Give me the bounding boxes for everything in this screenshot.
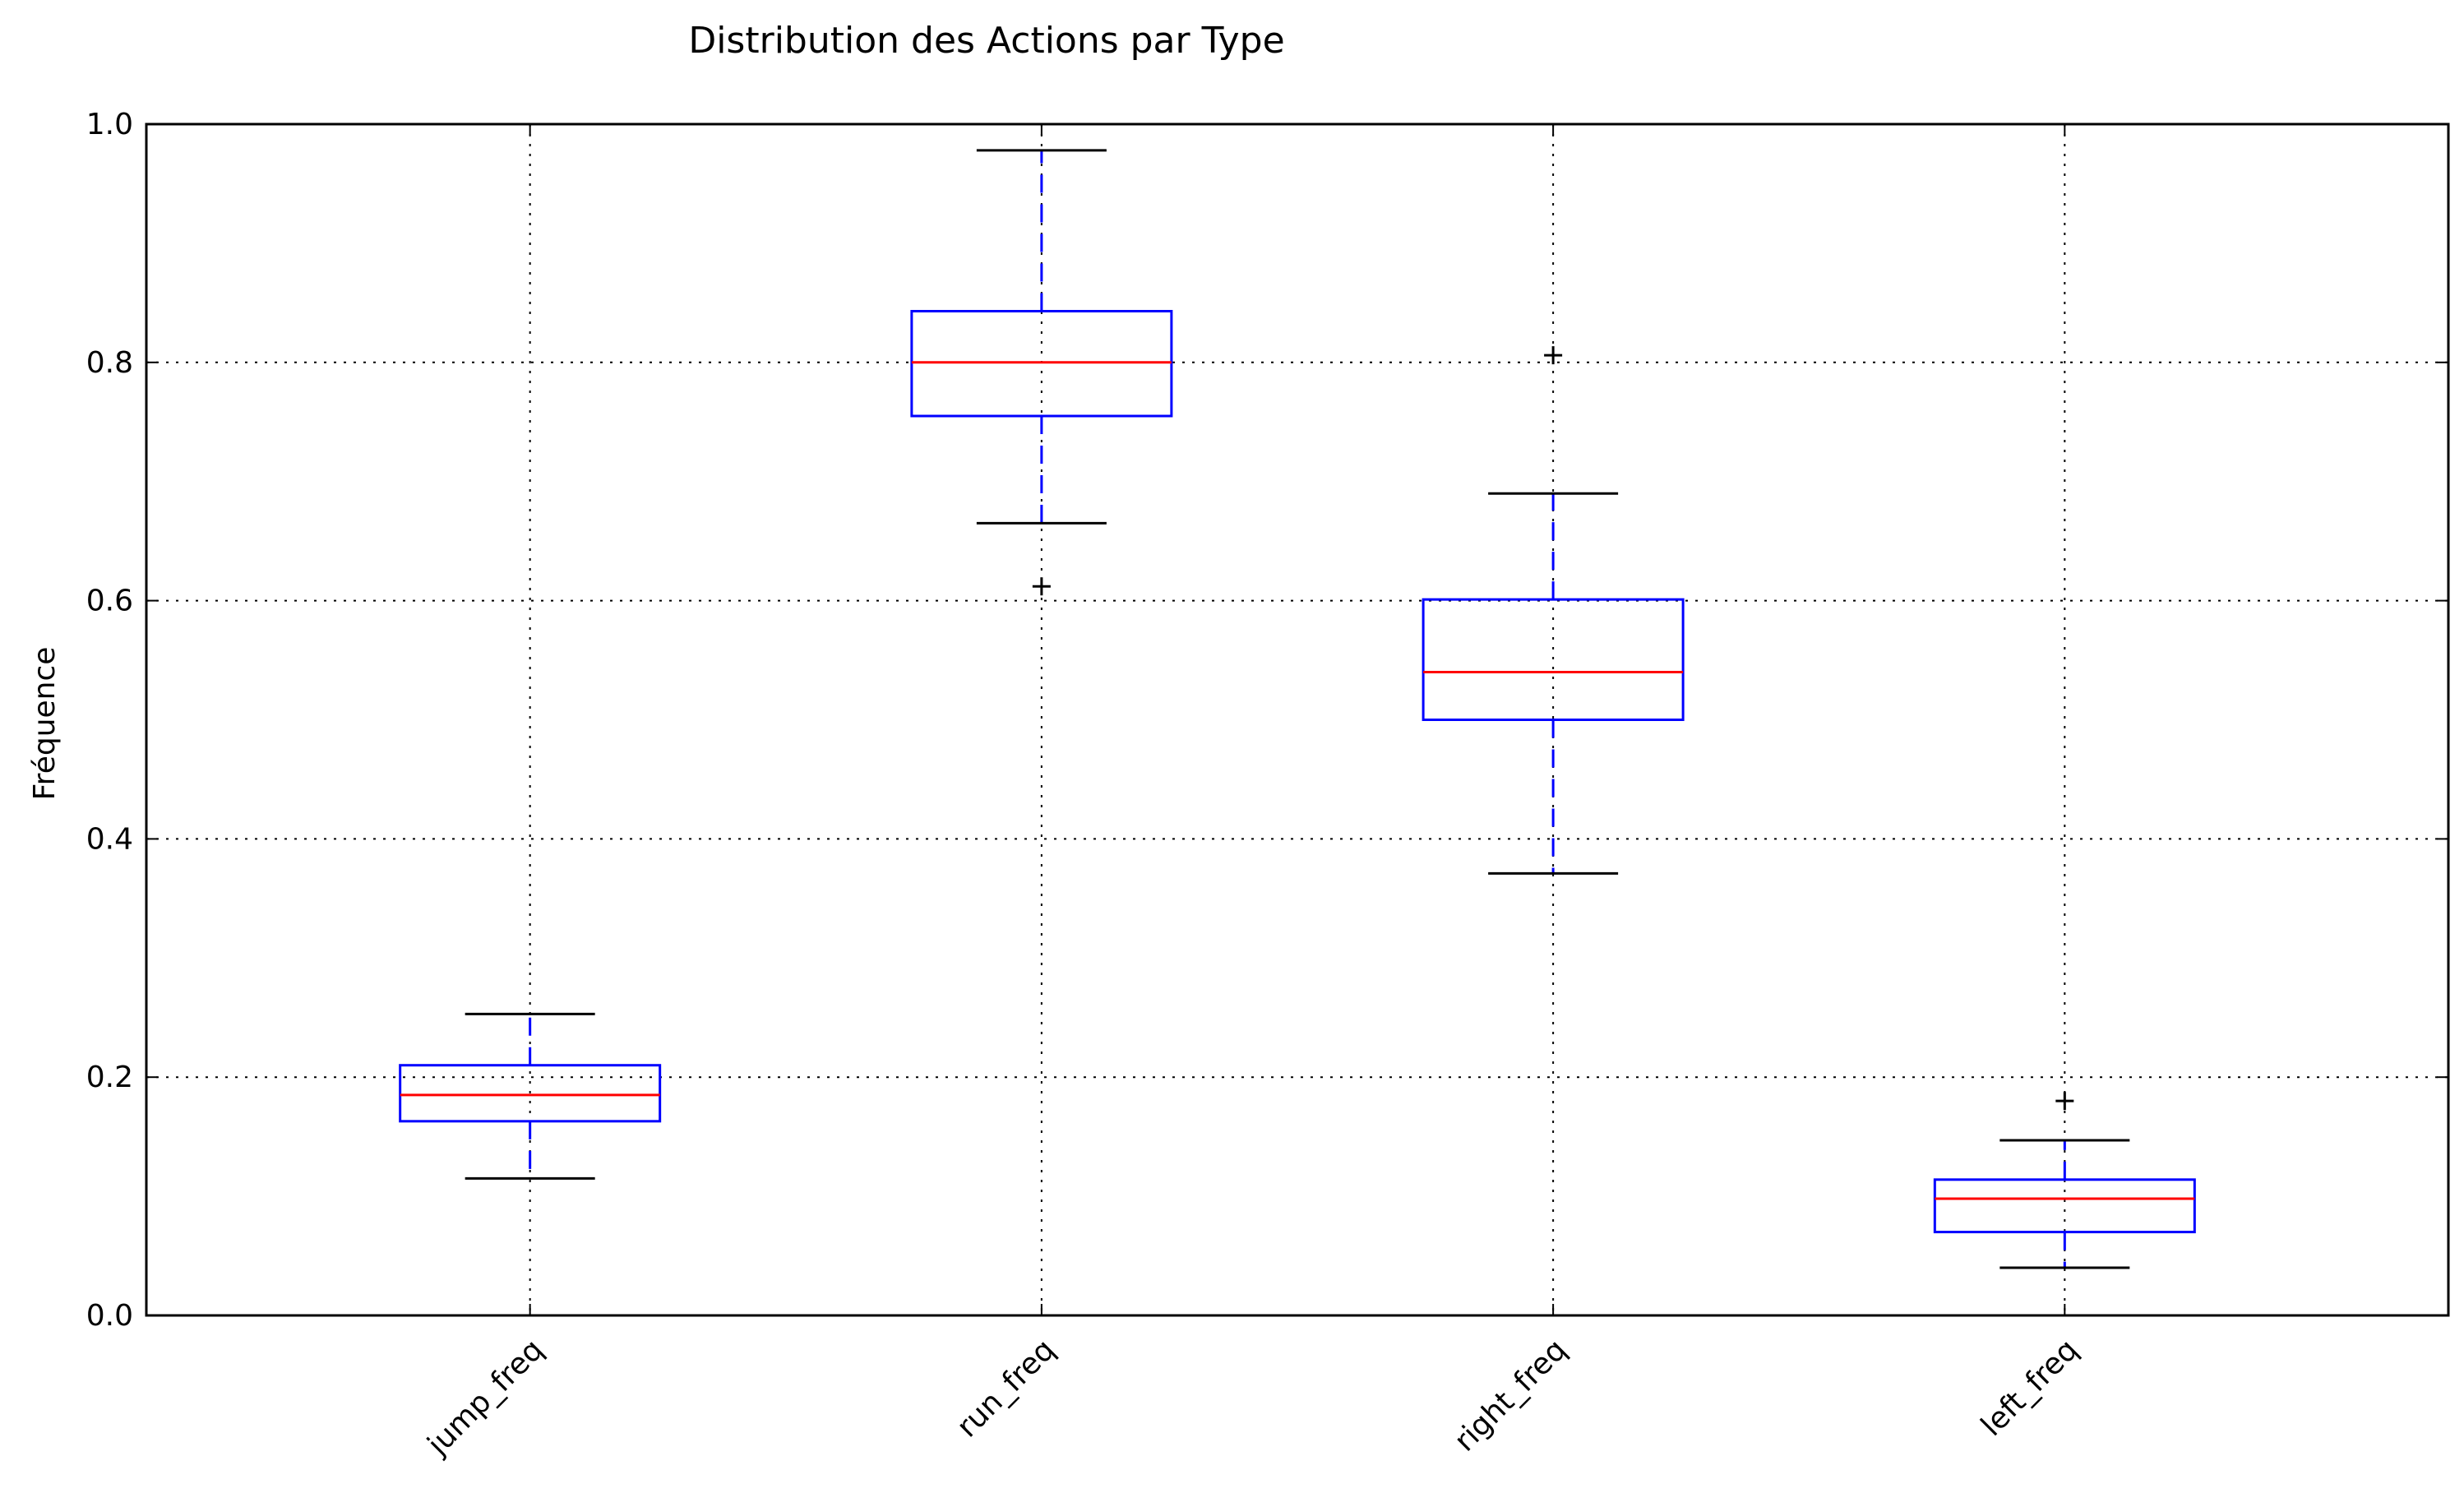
y-tick-label: 0.8: [86, 346, 133, 380]
y-axis-label: Fréquence: [28, 647, 62, 801]
axis-ticks: 0.0 0.2 0.4 0.6 0.8 1.0 jump_freq run_freq right…: [86, 108, 2448, 1463]
box-jump_freq: [399, 1012, 662, 1180]
iqr-box: [1422, 598, 1685, 721]
box-layer: [399, 149, 2196, 1269]
outlier-marker: [1032, 577, 1051, 596]
x-tick-label: left_freq: [1975, 1333, 2085, 1443]
grid-lines: [146, 123, 2448, 1316]
y-tick-label: 0.2: [86, 1061, 133, 1094]
y-tick-label: 0.4: [86, 822, 133, 856]
box-run_freq: [910, 149, 1173, 596]
plot-area-frame: [145, 122, 2450, 1317]
box-left_freq: [1933, 1092, 2196, 1269]
y-tick-label: 0.0: [86, 1299, 133, 1333]
x-tick-label: jump_freq: [421, 1333, 550, 1462]
outlier-marker: [2055, 1092, 2074, 1111]
iqr-box: [1933, 1178, 2196, 1234]
outlier-marker: [1544, 346, 1563, 365]
x-tick-label: run_freq: [950, 1333, 1061, 1444]
y-tick-label: 1.0: [86, 108, 133, 141]
box-right_freq: [1422, 346, 1685, 875]
y-tick-label: 0.6: [86, 585, 133, 618]
chart-title: Distribution des Actions par Type: [688, 20, 1284, 62]
x-tick-label: right_freq: [1448, 1333, 1573, 1458]
iqr-box: [399, 1064, 662, 1123]
